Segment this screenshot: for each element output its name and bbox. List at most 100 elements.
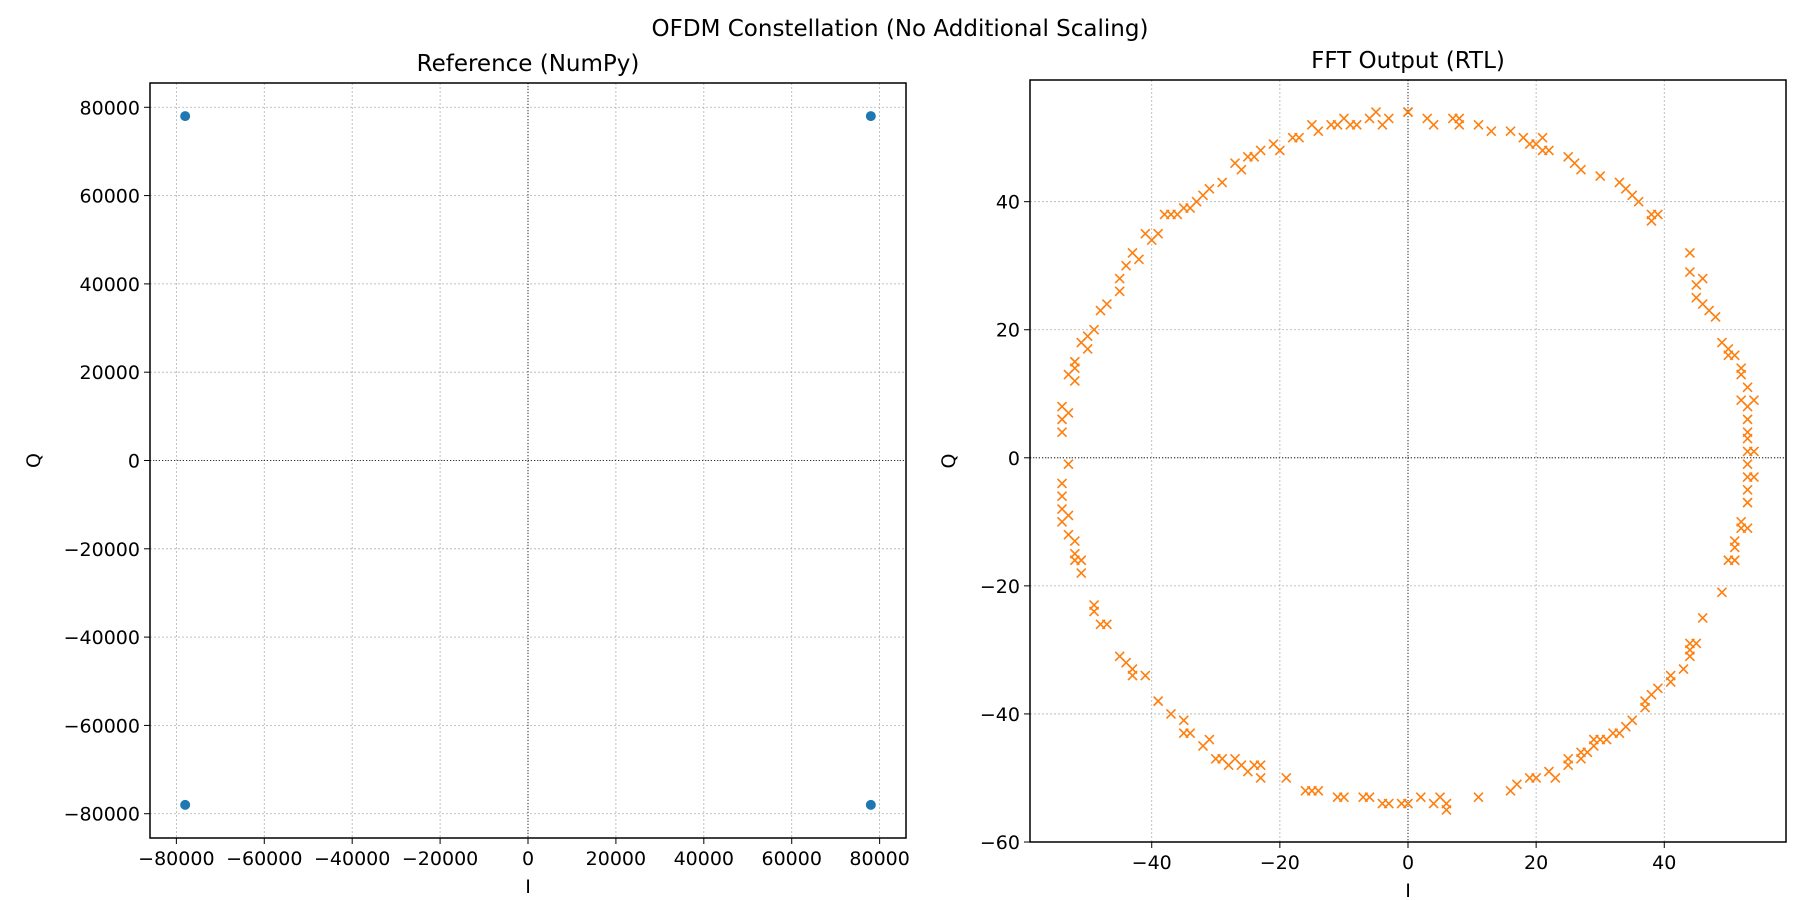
- y-axis-ticks: −60 −40 −20 0 20 40: [980, 192, 1030, 854]
- y-tick-label: 40: [996, 192, 1020, 214]
- data-point: [1287, 132, 1298, 143]
- panel-title: Reference (NumPy): [417, 51, 640, 77]
- data-point: [1338, 792, 1349, 803]
- data-point: [1742, 459, 1753, 470]
- data-point: [1697, 612, 1708, 623]
- data-point: [1723, 350, 1734, 361]
- data-point: [1069, 535, 1080, 547]
- data-point: [1684, 247, 1695, 258]
- zero-lines: [150, 83, 906, 838]
- y-tick-label: −40000: [64, 627, 140, 649]
- data-point: [1486, 126, 1497, 137]
- data-point: [1748, 471, 1760, 483]
- data-point: [1364, 113, 1375, 124]
- data-point: [1505, 126, 1516, 137]
- x-tick-label: −40000: [314, 848, 390, 870]
- data-point: [1748, 395, 1760, 406]
- data-point: [1402, 798, 1414, 809]
- y-axis-label: Q: [938, 454, 960, 469]
- x-axis-ticks: −40 −20 0 20 40: [1132, 842, 1676, 874]
- data-point: [1716, 337, 1727, 348]
- y-tick-label: 0: [128, 451, 140, 473]
- y-tick-label: −20: [980, 576, 1020, 598]
- data-point: [865, 111, 876, 122]
- data-point: [180, 799, 191, 810]
- y-tick-label: 40000: [80, 274, 140, 296]
- data-point: [1127, 670, 1138, 681]
- x-tick-label: 0: [522, 848, 534, 870]
- data-point: [1095, 305, 1106, 316]
- data-point: [1684, 267, 1695, 278]
- data-point: [1473, 792, 1484, 803]
- y-tick-label: 20: [996, 320, 1020, 342]
- scatter-points: [180, 111, 876, 810]
- x-tick-label: −40: [1132, 852, 1172, 874]
- data-point: [1742, 382, 1753, 393]
- data-point: [1742, 484, 1753, 495]
- data-point: [1742, 427, 1753, 438]
- data-point: [1691, 638, 1702, 649]
- data-point: [865, 799, 876, 810]
- y-axis-ticks: −80000 −60000 −40000 −20000 0 20000 40000 60000…: [64, 97, 150, 826]
- data-point: [1063, 459, 1074, 470]
- y-axis-label: Q: [23, 453, 45, 468]
- data-point: [1242, 151, 1253, 162]
- x-tick-label: 40000: [674, 848, 734, 870]
- data-point: [1627, 715, 1638, 726]
- zero-lines: [1030, 80, 1786, 842]
- data-point: [1415, 792, 1426, 803]
- x-axis-ticks: −80000 −60000 −40000 −20000 0 20000 40000 60000…: [138, 838, 910, 870]
- data-point: [1114, 286, 1125, 297]
- data-point: [1531, 772, 1542, 784]
- data-point: [1691, 292, 1702, 303]
- x-tick-label: −20000: [402, 848, 478, 870]
- data-point: [1402, 106, 1414, 118]
- figure-suptitle: OFDM Constellation (No Additional Scalin…: [652, 16, 1149, 42]
- data-point: [1511, 779, 1522, 790]
- data-point: [1716, 587, 1727, 598]
- x-tick-label: 60000: [761, 848, 821, 870]
- data-point: [1178, 715, 1189, 726]
- data-point: [1076, 337, 1087, 348]
- data-point: [1069, 555, 1080, 566]
- data-point: [1313, 785, 1324, 796]
- y-tick-label: −20000: [64, 539, 140, 561]
- data-point: [1518, 132, 1529, 143]
- data-point: [1153, 696, 1164, 707]
- data-point: [1454, 113, 1465, 124]
- data-point: [1121, 260, 1132, 271]
- data-point: [1268, 138, 1279, 150]
- data-point: [1729, 535, 1740, 547]
- data-point: [1140, 228, 1151, 239]
- data-point: [1140, 670, 1151, 681]
- data-point: [1736, 395, 1747, 406]
- x-tick-label: −20: [1260, 852, 1300, 874]
- data-point: [1089, 606, 1100, 617]
- data-point: [1441, 804, 1452, 816]
- x-tick-label: −80000: [138, 848, 214, 870]
- y-tick-label: −60000: [64, 715, 140, 737]
- data-point: [1069, 375, 1080, 387]
- data-point: [1473, 119, 1484, 130]
- data-point: [1204, 734, 1215, 745]
- data-point: [1742, 523, 1753, 534]
- data-point: [1729, 555, 1740, 566]
- data-point: [1742, 414, 1753, 425]
- data-point: [1076, 567, 1087, 579]
- data-point: [1326, 119, 1337, 130]
- y-tick-label: −80000: [64, 804, 140, 826]
- y-tick-label: 80000: [80, 97, 140, 119]
- data-point: [1563, 753, 1574, 764]
- data-point: [1056, 491, 1068, 502]
- data-point: [1422, 113, 1433, 124]
- data-point: [1101, 619, 1112, 630]
- data-point: [1377, 119, 1388, 130]
- data-point: [1742, 497, 1753, 508]
- data-point: [1697, 273, 1708, 284]
- data-point: [1255, 772, 1266, 784]
- data-point: [1595, 170, 1606, 182]
- data-point: [1364, 792, 1375, 803]
- data-point: [1383, 798, 1394, 809]
- data-point: [1742, 446, 1753, 457]
